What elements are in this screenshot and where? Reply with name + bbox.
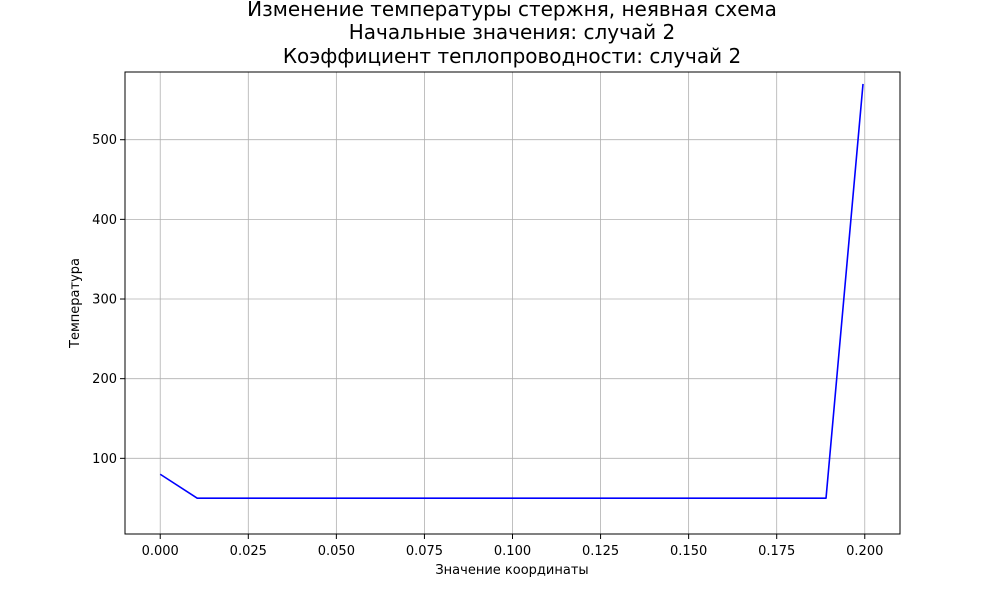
y-axis-label: Температура bbox=[68, 258, 83, 349]
x-tick-label: 0.050 bbox=[318, 544, 355, 559]
x-tick-label: 0.075 bbox=[406, 544, 443, 559]
y-tick-label: 400 bbox=[92, 213, 117, 228]
chart-title-line-1: Изменение температуры стержня, неявная с… bbox=[247, 0, 777, 21]
x-axis-ticks: 0.000 0.025 0.050 0.075 0.100 0.125 0.150 0.175… bbox=[142, 534, 883, 559]
series-layer bbox=[159, 83, 864, 499]
x-tick-label: 0.125 bbox=[582, 544, 619, 559]
x-tick-label: 0.000 bbox=[142, 544, 179, 559]
chart-title-line-3: Коэффициент теплопроводности: случай 2 bbox=[283, 44, 741, 68]
grid bbox=[125, 72, 900, 534]
x-tick-label: 0.200 bbox=[846, 544, 883, 559]
y-tick-label: 300 bbox=[92, 293, 117, 308]
x-tick-label: 0.025 bbox=[230, 544, 267, 559]
series-line bbox=[159, 83, 864, 499]
x-tick-label: 0.100 bbox=[494, 544, 531, 559]
chart-title-line-2: Начальные значения: случай 2 bbox=[349, 20, 676, 44]
x-axis-label: Значение координаты bbox=[435, 563, 588, 578]
y-tick-label: 200 bbox=[92, 372, 117, 387]
x-tick-label: 0.150 bbox=[670, 544, 707, 559]
y-tick-label: 100 bbox=[92, 452, 117, 467]
y-axis-ticks: 100 200 300 400 500 bbox=[92, 133, 125, 467]
y-tick-label: 500 bbox=[92, 133, 117, 148]
x-tick-label: 0.175 bbox=[758, 544, 795, 559]
